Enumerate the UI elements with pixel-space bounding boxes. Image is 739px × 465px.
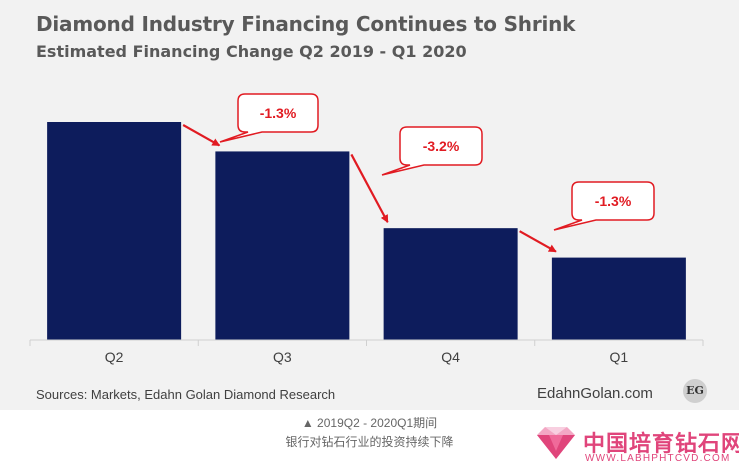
change-callout: -1.3% bbox=[219, 93, 319, 143]
chart-card: Diamond Industry Financing Continues to … bbox=[0, 0, 739, 410]
callout-bubble bbox=[381, 126, 483, 176]
diamond-logo-icon bbox=[537, 427, 575, 459]
bar-chart: Q2 Q3 Q4 Q1 -1.3% -3.2% -1.3% bbox=[29, 93, 704, 365]
callout-label: -1.3% bbox=[260, 105, 297, 121]
callout-bubble bbox=[553, 181, 655, 231]
bar-q2 bbox=[47, 122, 182, 340]
watermark-url: WWW.LABHPHTCVD.COM bbox=[585, 453, 731, 464]
chart-subtitle: Estimated Financing Change Q2 2019 - Q1 … bbox=[36, 42, 467, 61]
trend-arrow bbox=[350, 153, 389, 224]
trend-arrow bbox=[182, 124, 221, 147]
bar-q3 bbox=[215, 151, 350, 340]
callout-bubble bbox=[219, 93, 319, 143]
caption-line-2: 银行对钻石行业的投资持续下降 bbox=[285, 435, 454, 449]
callout-label: -1.3% bbox=[595, 193, 632, 209]
change-callout: -1.3% bbox=[553, 181, 655, 231]
bar-q1 bbox=[551, 257, 686, 340]
watermark-name: 中国培育钻石网 bbox=[583, 431, 739, 456]
x-tick-label: Q4 bbox=[441, 349, 460, 365]
brand-name: EdahnGolan.com bbox=[537, 385, 653, 402]
source-note: Sources: Markets, Edahn Golan Diamond Re… bbox=[36, 387, 336, 402]
change-callout: -3.2% bbox=[381, 126, 483, 176]
callout-label: -3.2% bbox=[423, 138, 460, 154]
x-tick-label: Q2 bbox=[105, 349, 124, 365]
caption-line-1: ▲ 2019Q2 - 2020Q1期间 bbox=[301, 416, 438, 430]
trend-arrow bbox=[519, 230, 557, 253]
brand-logo-icon: EG bbox=[683, 379, 707, 403]
bar-q4 bbox=[383, 228, 518, 340]
x-tick-label: Q1 bbox=[610, 349, 629, 365]
chart-title: Diamond Industry Financing Continues to … bbox=[36, 12, 576, 36]
x-tick-label: Q3 bbox=[273, 349, 292, 365]
